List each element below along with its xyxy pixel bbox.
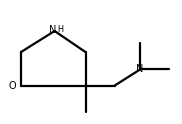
Text: N: N bbox=[136, 64, 144, 74]
Text: N: N bbox=[49, 25, 56, 35]
Text: O: O bbox=[9, 81, 16, 91]
Text: H: H bbox=[57, 25, 64, 34]
